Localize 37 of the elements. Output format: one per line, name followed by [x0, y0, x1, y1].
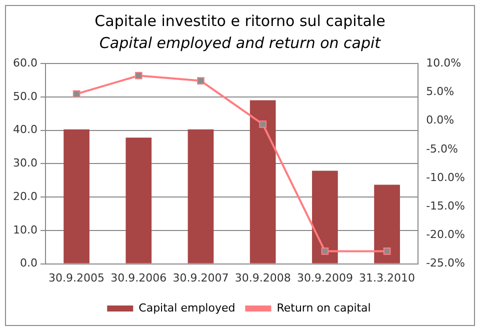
point	[72, 90, 80, 98]
y2-tick-label: -20.0%	[426, 228, 466, 242]
y-tick-label: 50.0	[12, 90, 38, 103]
point	[383, 248, 391, 255]
y-tick-label: 20.0	[12, 190, 38, 203]
x-tick-label: 30.9.2007	[172, 271, 229, 284]
bar	[250, 100, 276, 264]
bar	[126, 138, 152, 264]
y2-tick-label: -25.0%	[426, 256, 466, 270]
legend-label: Return on capital	[276, 301, 371, 314]
chart-title: Capitale investito e ritorno sul capitale	[94, 12, 386, 30]
x-tick-label: 30.9.2009	[296, 271, 353, 284]
y2-tick-label: -15.0%	[426, 199, 466, 212]
point	[197, 77, 204, 84]
point	[321, 248, 329, 255]
y-tick-label: 40.0	[12, 123, 38, 136]
x-tick-label: 30.9.2006	[110, 271, 167, 284]
y2-tick-label: 10.0%	[426, 56, 462, 70]
bar	[374, 184, 400, 264]
y2-tick-label: -5.0%	[426, 142, 458, 156]
y2-tick-label: 5.0%	[426, 85, 454, 98]
bar	[312, 170, 338, 264]
point	[259, 120, 267, 128]
bar	[188, 129, 214, 264]
y-tick-label: 30.0	[12, 156, 38, 170]
legend-label: Capital employed	[138, 301, 236, 314]
point	[134, 72, 142, 80]
bar	[64, 129, 90, 264]
y-tick-label: 0.0	[20, 256, 38, 270]
x-tick-label: 31.3.2010	[359, 271, 416, 284]
x-tick-label: 30.9.2005	[48, 271, 105, 284]
y2-tick-label: 0.0%	[426, 114, 454, 127]
y2-tick-label: -10.0%	[426, 170, 466, 184]
chart-subtitle: Capital employed and return on capit	[98, 34, 382, 52]
x-tick-label: 30.9.2008	[234, 271, 291, 284]
y-tick-label: 10.0	[12, 223, 38, 236]
y-tick-label: 60.0	[12, 56, 38, 70]
